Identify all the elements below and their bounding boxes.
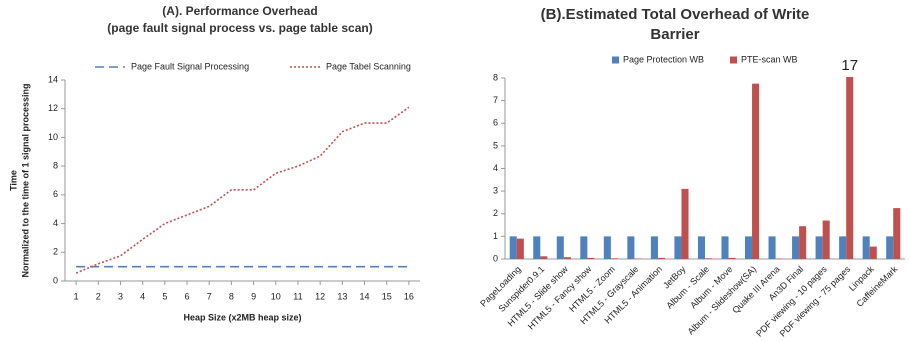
x-tick-label: 4 <box>140 291 145 301</box>
y-tick-label: 4 <box>53 218 58 228</box>
bar <box>657 257 665 259</box>
bar <box>705 258 713 259</box>
bar <box>540 256 548 259</box>
bar <box>580 236 588 259</box>
chart-subtitle: (page fault signal process vs. page tabl… <box>107 21 373 35</box>
bar <box>603 236 611 259</box>
legend-swatch <box>612 56 619 64</box>
x-tick-label: 16 <box>404 291 414 301</box>
legend-label: Page Fault Signal Processing <box>131 61 249 71</box>
x-tick-label: 11 <box>293 291 302 301</box>
bar <box>674 236 682 259</box>
bar <box>650 236 658 259</box>
series-line <box>75 106 410 274</box>
bar <box>822 220 830 259</box>
bars <box>509 77 901 259</box>
x-tick-label: 6 <box>185 291 190 301</box>
x-tick-label: 1 <box>74 291 79 301</box>
y-tick-label: 0 <box>53 275 58 285</box>
x-tick-label: 2 <box>96 291 101 301</box>
bar <box>728 257 736 259</box>
chart-title: (B).Estimated Total Overhead of Write Ba… <box>540 6 810 43</box>
x-tick-label: 7 <box>207 291 212 301</box>
y-tick-label: 6 <box>493 118 498 128</box>
bar <box>799 226 807 259</box>
bar <box>681 188 689 259</box>
bar <box>752 83 760 259</box>
y-tick-label: 8 <box>53 161 58 171</box>
x-tick-label: 9 <box>251 291 256 301</box>
legend-label: PTE-scan WB <box>741 54 798 64</box>
bar <box>862 236 870 259</box>
bar <box>556 236 564 259</box>
x-tick-label: 12 <box>315 291 325 301</box>
x-tick-label: 5 <box>162 291 167 301</box>
y-axis-label: Normalized to the time of 1 signal proce… <box>20 83 30 277</box>
bar <box>745 236 753 259</box>
y-tick-label: 14 <box>48 74 58 84</box>
bar <box>893 208 901 259</box>
bar <box>886 236 894 259</box>
bar <box>509 236 517 259</box>
bar <box>563 257 571 259</box>
legend-label: Page Protection WB <box>623 54 704 64</box>
bar <box>869 246 877 259</box>
bar <box>815 236 823 259</box>
x-tick-label: 15 <box>382 291 392 301</box>
y-tick-label: 5 <box>493 140 498 150</box>
x-tick-label: 14 <box>360 291 370 301</box>
y-tick-label: 6 <box>53 189 58 199</box>
y-tick-label: 8 <box>493 72 498 82</box>
bar <box>610 258 618 259</box>
value-label: 17 <box>841 57 858 74</box>
legend-swatch <box>730 56 737 64</box>
y-axis-label: Time <box>8 170 18 191</box>
bar <box>587 257 595 259</box>
x-tick-label: 13 <box>337 291 347 301</box>
bar <box>627 236 635 259</box>
bar <box>721 236 729 259</box>
x-tick-label: 8 <box>229 291 234 301</box>
y-tick-label: 4 <box>493 163 498 173</box>
y-tick-label: 0 <box>493 253 498 263</box>
y-tick-label: 2 <box>53 247 58 257</box>
y-tick-label: 1 <box>493 231 498 241</box>
bar <box>516 238 524 259</box>
chart-title: (A). Performance Overhead <box>162 4 318 18</box>
y-tick-label: 7 <box>493 95 498 105</box>
y-tick-label: 10 <box>48 132 58 142</box>
bar <box>697 236 705 259</box>
x-tick-label: 10 <box>271 291 281 301</box>
x-tick-label: 3 <box>118 291 123 301</box>
y-tick-label: 2 <box>493 208 498 218</box>
bar <box>533 236 541 259</box>
y-tick-label: 3 <box>493 186 498 196</box>
bar <box>839 236 847 259</box>
bar <box>846 77 854 259</box>
x-axis-label: Heap Size (x2MB heap size) <box>183 312 301 322</box>
bar <box>792 236 800 259</box>
y-tick-label: 12 <box>48 103 58 113</box>
legend-label: Page Tabel Scanning <box>326 61 411 71</box>
bar <box>768 236 776 259</box>
